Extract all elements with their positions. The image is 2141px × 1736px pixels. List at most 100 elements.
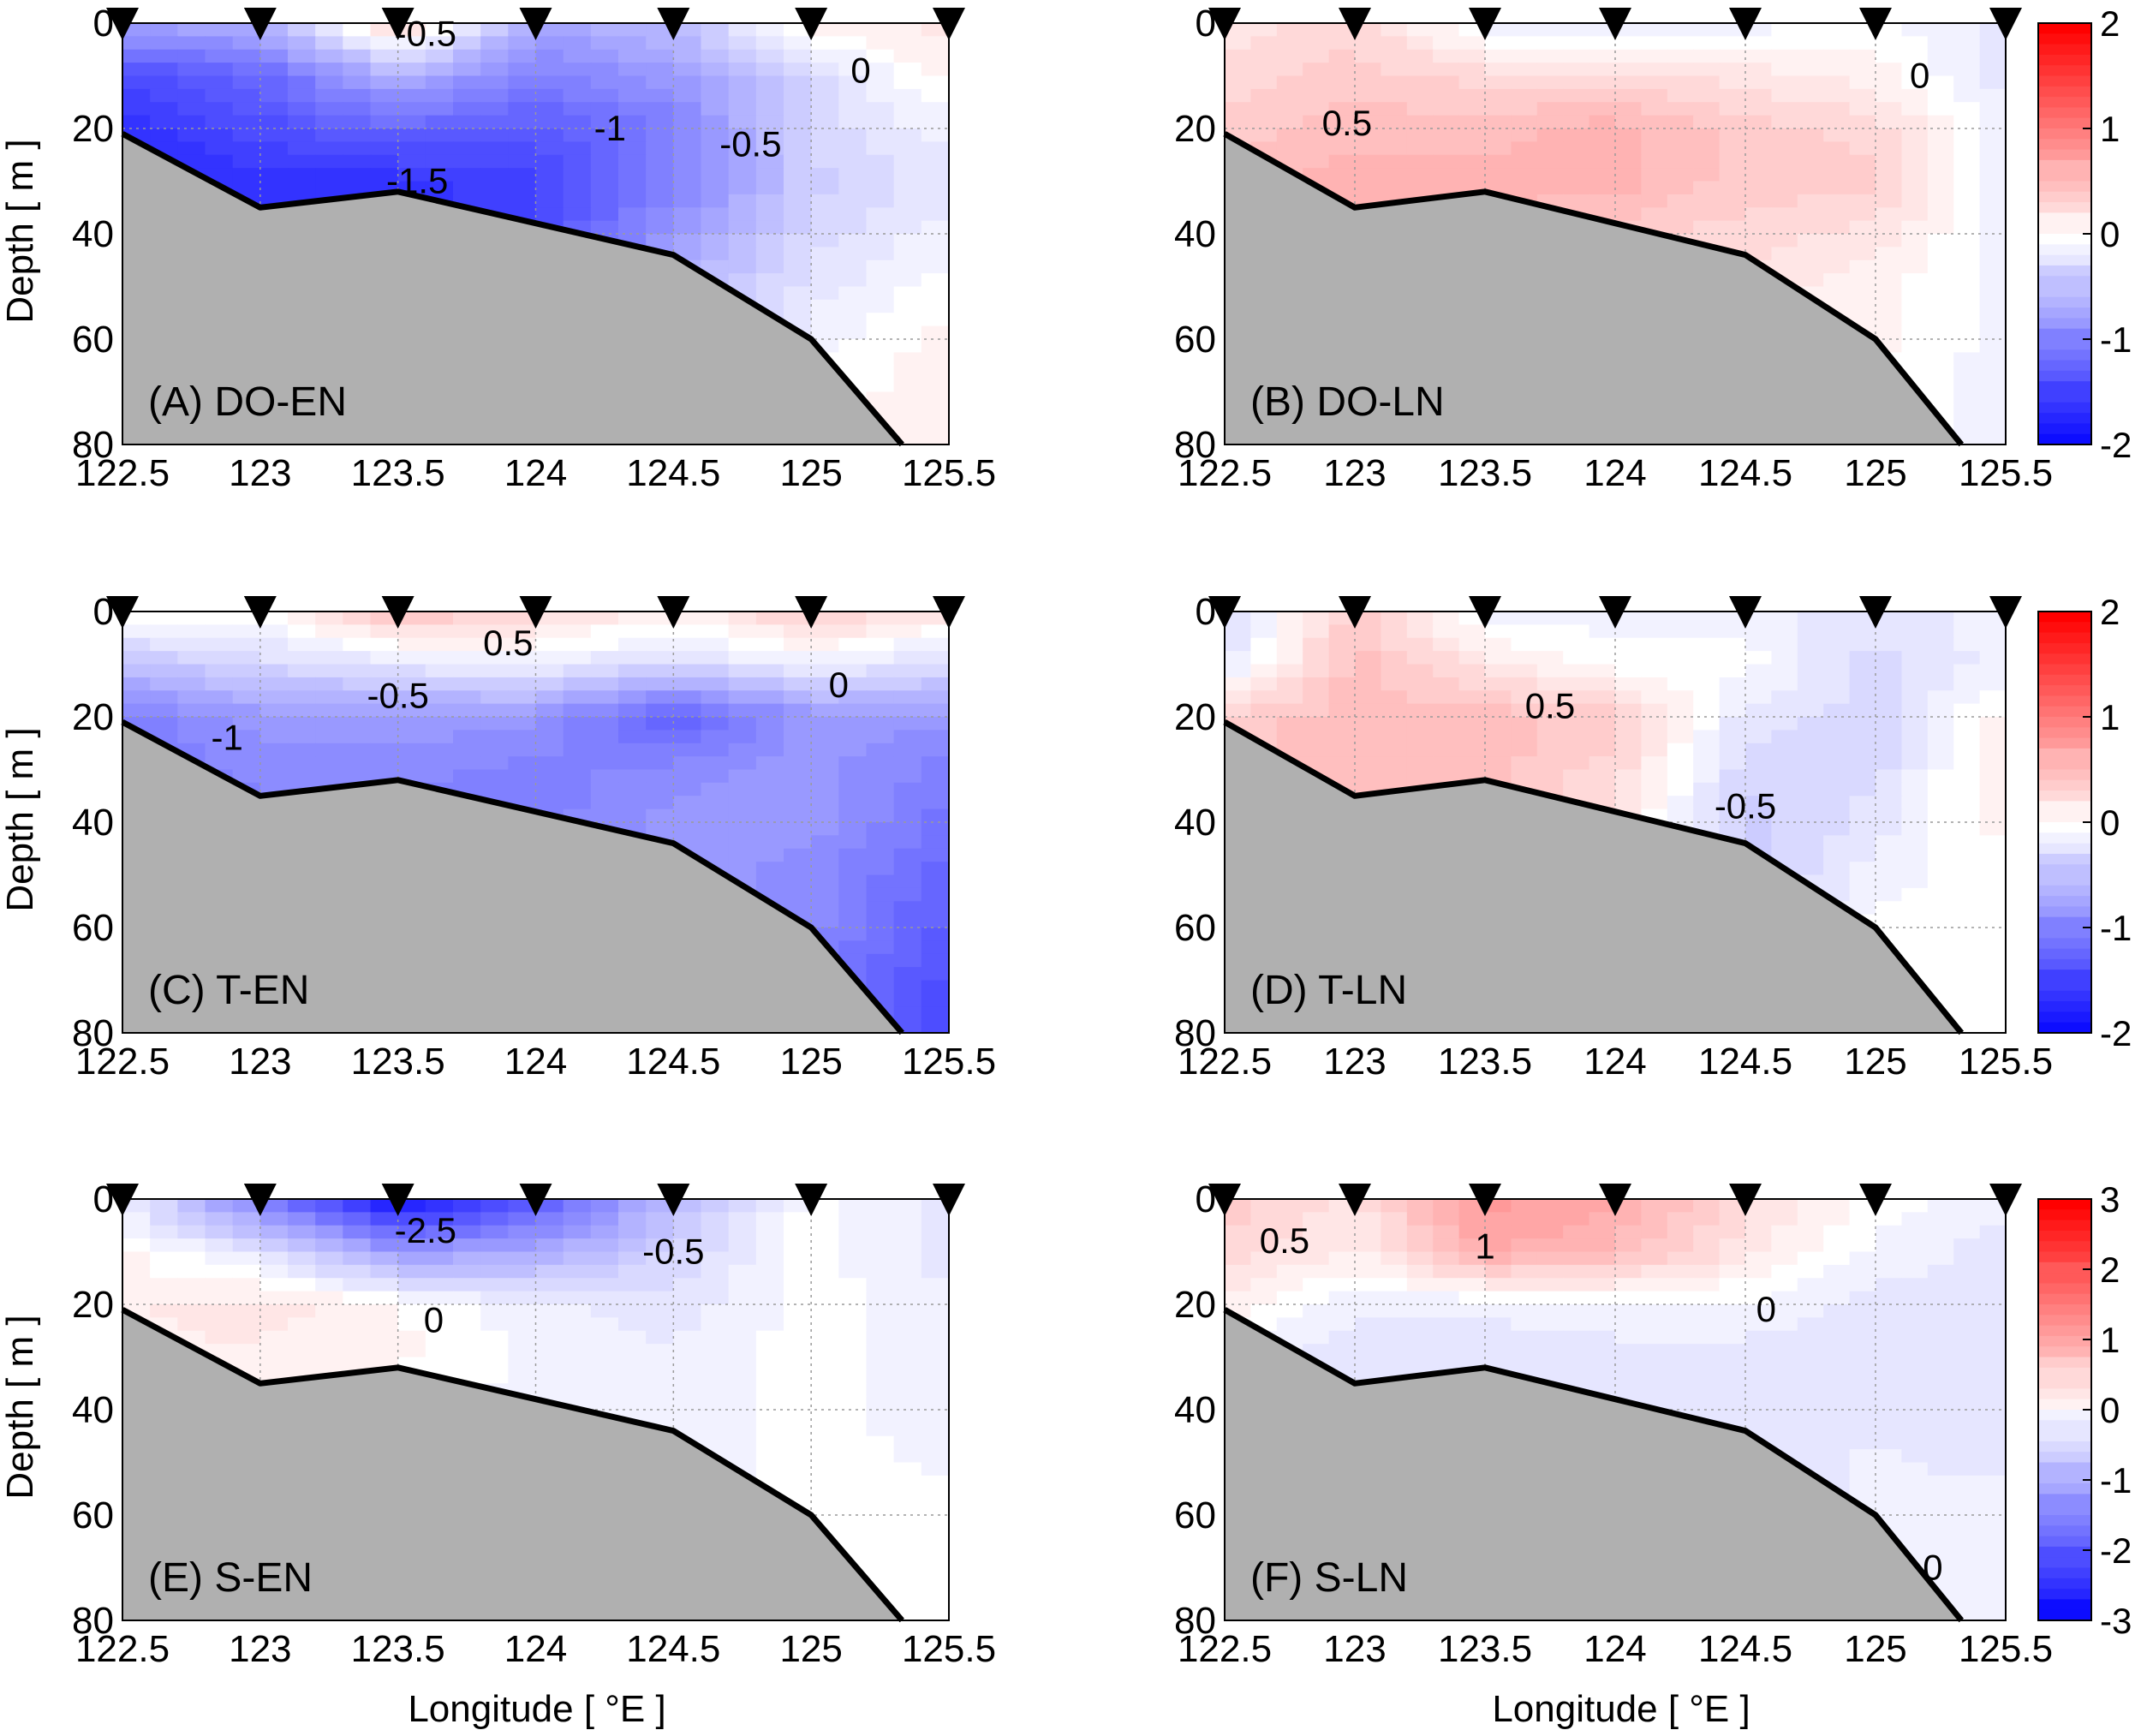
heatmap-cell: [646, 769, 674, 784]
heatmap-cell: [921, 418, 949, 433]
heatmap-cell: [397, 102, 426, 116]
heatmap-cell: [1797, 862, 1824, 876]
heatmap-cell: [921, 247, 949, 261]
heatmap-cell: [866, 286, 895, 301]
x-tick-label: 123: [1323, 452, 1386, 494]
heatmap-cell: [838, 234, 868, 248]
heatmap-cell: [1927, 299, 1954, 313]
heatmap-cell: [1276, 63, 1303, 77]
heatmap-cell: [590, 1238, 619, 1253]
heatmap-cell: [480, 756, 509, 771]
heatmap-cell: [1953, 102, 1981, 116]
heatmap-cell: [838, 1225, 868, 1239]
heatmap-cell: [893, 730, 922, 744]
heatmap-cell: [673, 23, 702, 37]
heatmap-cell: [1511, 49, 1538, 63]
heatmap-cell: [425, 703, 454, 718]
heatmap-cell: [150, 36, 178, 51]
heatmap-cell: [784, 808, 812, 823]
heatmap-cell: [370, 141, 399, 156]
heatmap-cell: [1927, 769, 1954, 784]
contour-label: 0.5: [483, 623, 533, 663]
heatmap-cell: [1328, 154, 1356, 169]
heatmap-cell: [1901, 835, 1929, 850]
heatmap-cell: [866, 980, 895, 994]
heatmap-cell: [1355, 115, 1381, 129]
heatmap-cell: [1433, 141, 1460, 156]
heatmap-cell: [1250, 690, 1278, 705]
heatmap-cell: [1355, 769, 1381, 784]
heatmap-cell: [1745, 796, 1772, 810]
heatmap-cell: [259, 102, 289, 116]
heatmap-cell: [343, 1212, 372, 1226]
heatmap-cell: [480, 168, 509, 182]
heatmap-cell: [563, 611, 592, 625]
heatmap-cell: [1901, 181, 1929, 195]
heatmap-cell: [315, 115, 343, 129]
heatmap-cell: [866, 313, 895, 327]
heatmap-cell: [453, 717, 481, 731]
y-tick-label: 40: [1174, 213, 1216, 255]
heatmap-cell: [701, 247, 730, 261]
heatmap-cell: [1406, 611, 1434, 625]
heatmap-cell: [1303, 154, 1330, 169]
heatmap-cell: [893, 953, 922, 968]
heatmap-cell: [259, 23, 289, 37]
heatmap-cell: [921, 1199, 949, 1213]
heatmap-cell: [701, 756, 730, 771]
heatmap-cell: [1953, 365, 1981, 379]
heatmap-cell: [1641, 611, 1668, 625]
heatmap-cell: [590, 220, 619, 235]
heatmap-cell: [1979, 234, 2006, 248]
heatmap-cell: [728, 611, 757, 625]
heatmap-cell: [838, 1369, 868, 1384]
heatmap-cell: [122, 1251, 151, 1266]
heatmap-cell: [1225, 115, 1251, 129]
heatmap-cell: [1719, 102, 1746, 116]
heatmap-cell: [1511, 75, 1538, 90]
heatmap-cell: [480, 88, 509, 103]
heatmap-cell: [259, 154, 289, 169]
heatmap-cell: [1849, 848, 1876, 862]
heatmap-cell: [1303, 637, 1330, 652]
heatmap-cell: [259, 1344, 289, 1358]
heatmap-cell: [921, 1225, 949, 1239]
heatmap-cell: [921, 1515, 949, 1529]
heatmap-cell: [315, 624, 343, 639]
heatmap-cell: [1901, 49, 1929, 63]
heatmap-cell: [921, 993, 949, 1007]
heatmap-cell: [1667, 690, 1694, 705]
heatmap-cell: [784, 88, 812, 103]
heatmap-cell: [1667, 703, 1694, 718]
heatmap-cell: [288, 23, 316, 37]
heatmap-cell: [1641, 207, 1668, 222]
heatmap-cell: [232, 703, 261, 718]
heatmap-cell: [1511, 703, 1538, 718]
heatmap-cell: [838, 273, 868, 288]
heatmap-cell: [259, 36, 289, 51]
heatmap-cell: [535, 796, 564, 810]
heatmap-cell: [453, 1199, 481, 1213]
heatmap-cell: [811, 1264, 839, 1279]
heatmap-cell: [1667, 168, 1694, 182]
heatmap-cell: [646, 651, 674, 665]
heatmap-cell: [343, 141, 372, 156]
heatmap-cell: [1823, 651, 1851, 665]
heatmap-cell: [866, 1383, 895, 1398]
heatmap-cell: [921, 1567, 949, 1582]
heatmap-cell: [480, 36, 509, 51]
heatmap-cell: [563, 23, 592, 37]
heatmap-cell: [232, 36, 261, 51]
heatmap-cell: [618, 637, 647, 652]
heatmap-cell: [755, 677, 784, 691]
x-tick-label: 123.5: [1438, 1041, 1532, 1083]
heatmap-cell: [1641, 624, 1668, 639]
heatmap-cell: [1901, 286, 1929, 301]
heatmap-cell: [480, 1225, 509, 1239]
heatmap-cell: [535, 717, 564, 731]
heatmap-cell: [921, 181, 949, 195]
heatmap-cell: [1536, 651, 1564, 665]
heatmap-cell: [1433, 637, 1460, 652]
heatmap-cell: [535, 769, 564, 784]
heatmap-cell: [1433, 664, 1460, 678]
